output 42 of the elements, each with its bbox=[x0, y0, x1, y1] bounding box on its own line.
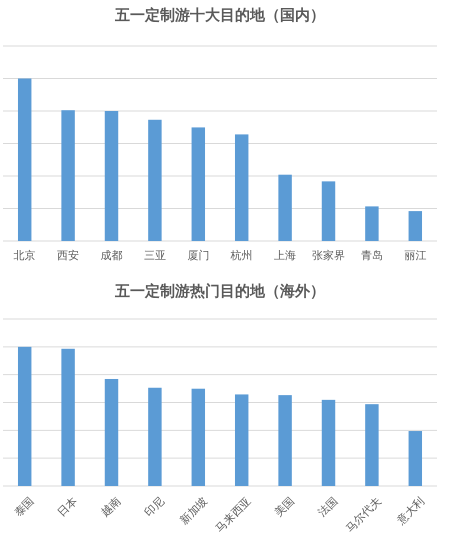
x-tick-label: 意大利 bbox=[394, 494, 428, 528]
bar bbox=[104, 111, 118, 241]
chart-title: 五一定制游十大目的地（国内） bbox=[114, 6, 325, 24]
x-tick-label: 成都 bbox=[100, 249, 122, 262]
bar bbox=[148, 120, 162, 241]
bar bbox=[234, 394, 248, 486]
bar bbox=[104, 378, 118, 486]
bar bbox=[278, 174, 292, 241]
bar bbox=[408, 211, 422, 241]
bar bbox=[234, 134, 248, 241]
x-tick-label: 丽江 bbox=[404, 249, 426, 262]
bar bbox=[61, 110, 75, 241]
x-tick-label: 马尔代夫 bbox=[343, 494, 384, 535]
bar bbox=[192, 388, 206, 486]
bar bbox=[148, 388, 162, 486]
bar bbox=[18, 78, 32, 241]
x-tick-label: 美国 bbox=[272, 494, 297, 520]
x-tick-label: 北京 bbox=[14, 249, 36, 262]
x-tick-label: 张家界 bbox=[312, 249, 345, 262]
bar bbox=[322, 400, 336, 486]
x-tick-label: 厦门 bbox=[187, 249, 210, 262]
chart-title: 五一定制游热门目的地（海外） bbox=[114, 282, 325, 300]
x-tick-label: 三亚 bbox=[144, 249, 166, 262]
x-tick-label: 日本 bbox=[55, 494, 80, 520]
bar bbox=[278, 395, 292, 486]
x-tick-label: 法国 bbox=[316, 494, 340, 520]
bar bbox=[365, 206, 379, 241]
bar bbox=[61, 348, 75, 486]
bar bbox=[322, 181, 336, 241]
x-tick-label: 泰国 bbox=[12, 494, 36, 520]
x-tick-label: 印尼 bbox=[142, 494, 167, 520]
x-tick-label: 越南 bbox=[98, 494, 124, 520]
x-tick-label: 新加坡 bbox=[178, 494, 210, 528]
x-tick-label: 青岛 bbox=[360, 249, 383, 262]
x-tick-label: 马来西亚 bbox=[213, 494, 254, 535]
bar bbox=[365, 404, 379, 486]
x-tick-label: 西安 bbox=[57, 249, 80, 262]
x-tick-label: 杭州 bbox=[230, 249, 253, 262]
bar bbox=[192, 127, 206, 241]
bar bbox=[18, 346, 32, 486]
x-tick-label: 上海 bbox=[274, 249, 296, 262]
bar bbox=[408, 431, 422, 486]
